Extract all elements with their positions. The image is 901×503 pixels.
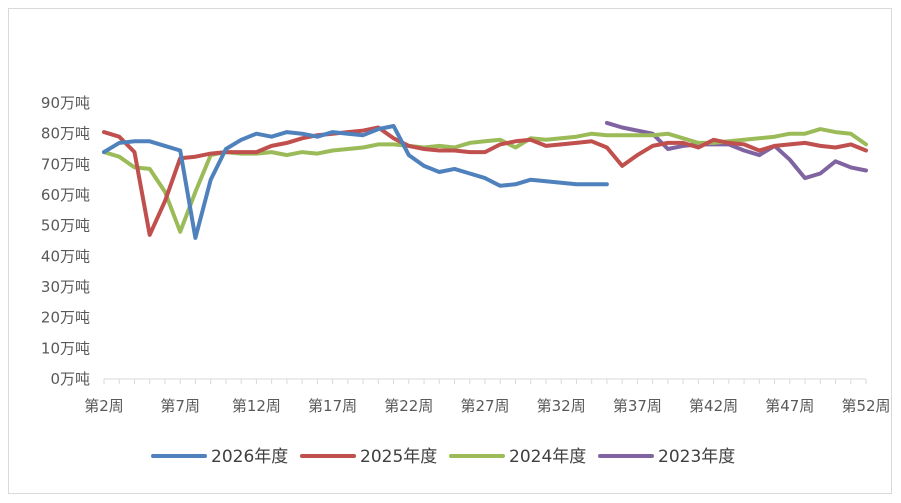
chart-frame bbox=[8, 8, 892, 494]
x-tick-label: 第27周 bbox=[460, 397, 509, 415]
y-axis-labels: 0万吨 10万吨 20万吨 30万吨 40万吨 50万吨 60万吨 70万吨 80万吨 90万吨 bbox=[41, 94, 90, 388]
legend-label: 2025年度 bbox=[360, 447, 437, 467]
series-line-2024年度 bbox=[102, 127, 868, 234]
x-tick-label: 第47周 bbox=[765, 397, 814, 415]
y-tick-label: 30万吨 bbox=[41, 278, 90, 296]
series-line-2026年度 bbox=[102, 124, 609, 240]
y-tick-label: 20万吨 bbox=[41, 309, 90, 327]
y-tick-label: 40万吨 bbox=[41, 247, 90, 265]
x-tick-label: 第32周 bbox=[537, 397, 586, 415]
x-axis bbox=[103, 378, 867, 384]
x-tick-label: 第17周 bbox=[308, 397, 357, 415]
x-tick-label: 第22周 bbox=[384, 397, 433, 415]
y-tick-label: 10万吨 bbox=[41, 339, 90, 357]
legend-label: 2026年度 bbox=[211, 447, 288, 467]
x-tick-label: 第7周 bbox=[160, 397, 200, 415]
x-tick-label: 第52周 bbox=[841, 397, 890, 415]
x-tick-label: 第12周 bbox=[232, 397, 281, 415]
y-tick-label: 60万吨 bbox=[41, 186, 90, 204]
x-tick-label: 第37周 bbox=[613, 397, 662, 415]
legend-label: 2023年度 bbox=[658, 447, 735, 467]
series-lines bbox=[102, 120, 868, 240]
x-tick-label: 第42周 bbox=[689, 397, 738, 415]
y-tick-label: 80万吨 bbox=[41, 125, 90, 143]
y-tick-label: 50万吨 bbox=[41, 217, 90, 235]
series-line-2025年度 bbox=[102, 125, 868, 237]
y-tick-label: 90万吨 bbox=[41, 94, 90, 112]
series-line-2023年度 bbox=[604, 120, 868, 181]
legend-label: 2024年度 bbox=[509, 447, 586, 467]
y-tick-label: 0万吨 bbox=[50, 370, 90, 388]
x-axis-labels: 第2周 第7周 第12周 第17周 第22周 第27周 第32周 第37周 第42周 第47周 第5… bbox=[84, 397, 890, 415]
x-tick-label: 第2周 bbox=[84, 397, 124, 415]
y-tick-label: 70万吨 bbox=[41, 155, 90, 173]
legend: 2026年度 2025年度 2024年度 2023年度 bbox=[151, 447, 735, 467]
